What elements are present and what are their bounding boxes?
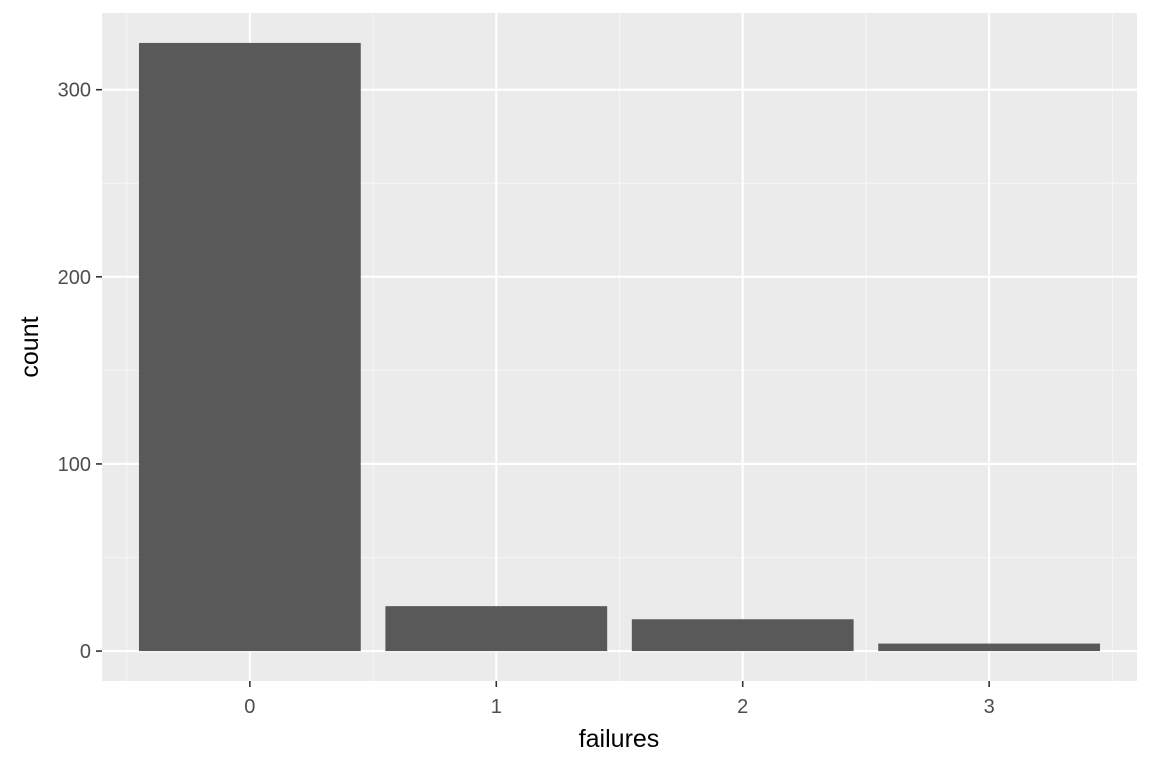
y-tick-label: 300 [58, 80, 91, 102]
x-tick-label: 3 [984, 696, 995, 718]
y-tick-label: 200 [58, 267, 91, 289]
y-axis-title: count [16, 316, 44, 377]
x-tick-label: 1 [491, 696, 502, 718]
x-axis-tick-labels: 0 1 2 3 [244, 696, 994, 718]
bar-1 [385, 606, 608, 652]
bar-2 [631, 619, 854, 652]
y-axis-ticks [96, 88, 102, 652]
bars [138, 42, 1101, 652]
x-axis-ticks [249, 681, 990, 687]
x-tick-label: 2 [737, 696, 748, 718]
x-axis-title: failures [579, 725, 660, 753]
bar-3 [878, 643, 1101, 652]
y-tick-label: 100 [58, 454, 91, 476]
x-tick-label: 0 [244, 696, 255, 718]
bar-0 [138, 42, 361, 652]
y-axis-tick-labels: 0 100 200 300 [58, 80, 91, 663]
y-tick-label: 0 [80, 641, 91, 663]
